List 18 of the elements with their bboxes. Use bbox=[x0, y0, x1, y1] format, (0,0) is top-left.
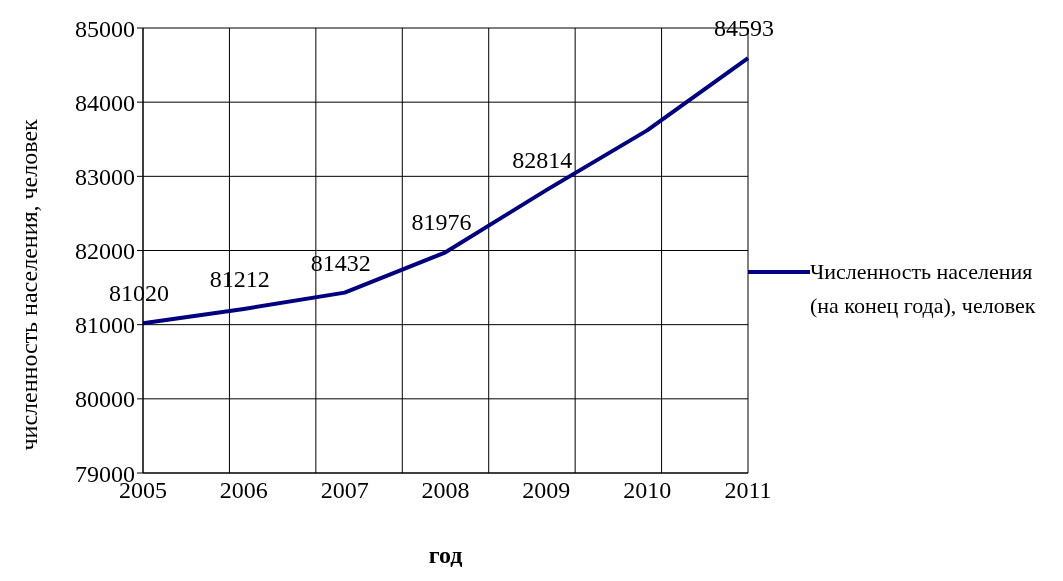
y-tick-label: 81000 bbox=[75, 312, 135, 339]
y-tick-label: 84000 bbox=[75, 89, 135, 116]
data-label: 82814 bbox=[512, 147, 573, 174]
x-axis-title: год bbox=[428, 542, 463, 568]
y-axis-title: численность населения, человек bbox=[15, 118, 42, 451]
x-tick-label: 2007 bbox=[320, 477, 369, 504]
data-label: 81976 bbox=[411, 209, 472, 236]
y-tick-label: 80000 bbox=[75, 386, 135, 413]
x-tick-label: 2010 bbox=[623, 477, 672, 504]
y-tick-label: 83000 bbox=[75, 163, 135, 190]
y-tick-label: 82000 bbox=[75, 238, 135, 265]
legend-label: Численность населения (на конец года), человек bbox=[810, 257, 1037, 320]
x-tick-label: 2009 bbox=[522, 477, 571, 504]
x-tick-label: 2011 bbox=[724, 477, 772, 504]
y-tick-label: 85000 bbox=[75, 15, 135, 42]
data-label: 84593 bbox=[714, 15, 774, 42]
x-tick-label: 2008 bbox=[421, 477, 470, 504]
x-tick-label: 2006 bbox=[219, 477, 268, 504]
